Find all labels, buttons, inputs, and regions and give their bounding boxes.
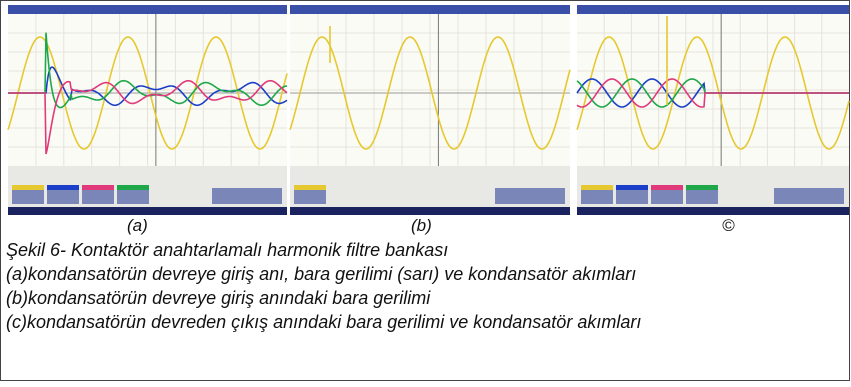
channel-info <box>47 190 79 204</box>
channel-box <box>616 185 648 190</box>
menu-bar <box>577 5 849 14</box>
page: (a) (b) © Şekil 6- Kontaktör anahtarlama… <box>0 0 851 387</box>
channel-info <box>82 190 114 204</box>
channel-info <box>651 190 683 204</box>
bottom-bar <box>8 207 287 215</box>
channel-info <box>294 190 326 204</box>
channel-info <box>117 190 149 204</box>
bottom-bar <box>577 207 849 215</box>
channel-box <box>117 185 149 190</box>
trigger-info <box>495 188 565 204</box>
panel-label: © <box>722 216 735 235</box>
scope-panels <box>8 5 849 215</box>
scope-screenshot <box>577 5 849 215</box>
channel-info <box>12 190 44 204</box>
channel-box <box>82 185 114 190</box>
channel-info <box>686 190 718 204</box>
menu-bar <box>290 5 570 14</box>
caption-title: Şekil 6- Kontaktör anahtarlamalı harmoni… <box>6 240 448 260</box>
figure: (a) (b) © Şekil 6- Kontaktör anahtarlama… <box>0 0 851 387</box>
trigger-info <box>774 188 844 204</box>
menu-bar <box>8 5 287 14</box>
channel-info <box>581 190 613 204</box>
scope-screenshot <box>8 5 287 215</box>
channel-box <box>294 185 326 190</box>
scope-screenshot <box>290 5 570 215</box>
caption-line: (c)kondansatörün devreden çıkış anındaki… <box>6 312 641 332</box>
channel-box <box>12 185 44 190</box>
channel-info <box>616 190 648 204</box>
panel-label: (b) <box>411 216 432 235</box>
caption-line: (a)kondansatörün devreye giriş anı, bara… <box>6 264 636 284</box>
trigger-info <box>212 188 282 204</box>
bottom-bar <box>290 207 570 215</box>
channel-box <box>581 185 613 190</box>
channel-box <box>651 185 683 190</box>
channel-box <box>686 185 718 190</box>
caption-line: (b)kondansatörün devreye giriş anındaki … <box>6 288 431 308</box>
panel-label: (a) <box>127 216 148 235</box>
channel-box <box>47 185 79 190</box>
